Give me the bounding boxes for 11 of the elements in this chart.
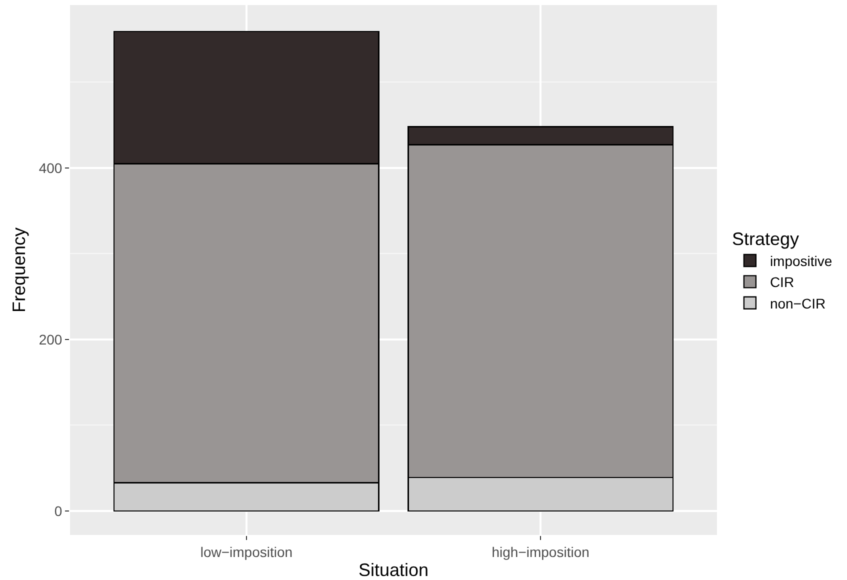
x-tick-label: high−imposition <box>492 544 590 560</box>
x-axis-title: Situation <box>358 560 429 580</box>
x-tick-label: low−imposition <box>200 544 293 560</box>
y-axis-title: Frequency <box>9 227 30 313</box>
legend-label: CIR <box>770 274 794 290</box>
legend-title: Strategy <box>732 228 799 249</box>
y-tick-label: 400 <box>38 160 62 176</box>
y-tick-label: 200 <box>38 331 62 348</box>
y-tick-label: 0 <box>54 502 62 519</box>
legend-label: non−CIR <box>770 295 826 312</box>
legend-label: impositive <box>770 252 832 269</box>
